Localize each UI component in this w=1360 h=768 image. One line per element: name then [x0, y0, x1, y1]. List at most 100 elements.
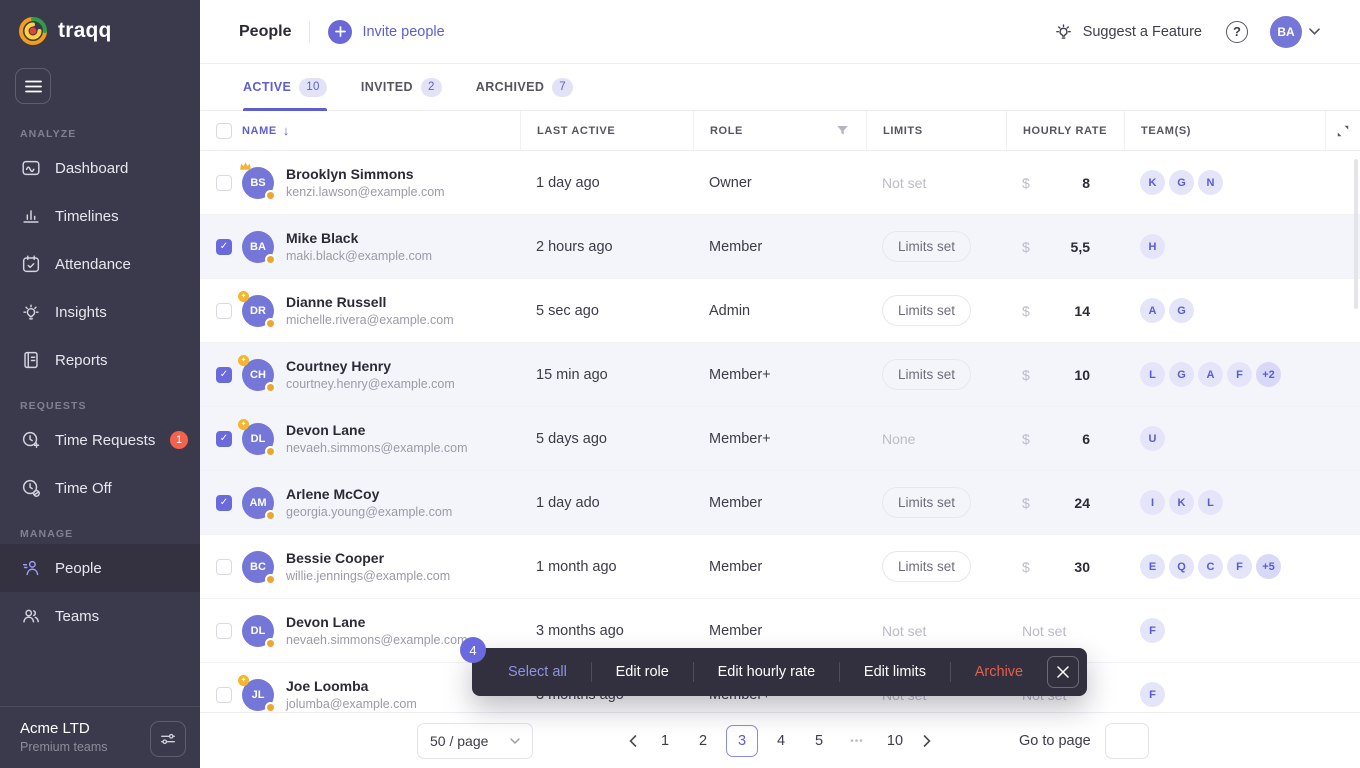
team-chip[interactable]: G: [1169, 298, 1194, 323]
team-chip[interactable]: F: [1140, 682, 1165, 707]
close-action-bar-button[interactable]: [1047, 656, 1079, 688]
edit-role-button[interactable]: Edit role: [615, 664, 669, 680]
team-chip[interactable]: H: [1140, 234, 1165, 259]
team-chip[interactable]: +2: [1256, 362, 1281, 387]
help-button[interactable]: ?: [1226, 20, 1248, 43]
page-number-3[interactable]: 3: [726, 725, 758, 757]
suggest-feature-button[interactable]: Suggest a Feature: [1053, 21, 1202, 42]
page-number-1[interactable]: 1: [660, 733, 670, 749]
table-row[interactable]: ✓ BA Mike Black maki.black@example.com 2…: [200, 215, 1360, 279]
hourly-rate-cell: $ 6: [1006, 407, 1124, 470]
last-active-column-header[interactable]: LAST ACTIVE: [520, 111, 693, 150]
hourly-rate-column-header[interactable]: HOURLY RATE: [1006, 111, 1124, 150]
member-email: jolumba@example.com: [286, 697, 417, 711]
sidebar-item-dashboard[interactable]: Dashboard: [0, 144, 200, 192]
teams-column-header[interactable]: TEAM(S): [1124, 111, 1325, 150]
team-chip[interactable]: F: [1227, 554, 1252, 579]
row-checkbox[interactable]: ✓: [216, 430, 232, 447]
filter-icon[interactable]: [835, 123, 850, 138]
user-avatar[interactable]: BA: [1270, 15, 1302, 48]
team-chip[interactable]: K: [1169, 490, 1194, 515]
table-row[interactable]: DR ✦ Dianne Russell michelle.rivera@exam…: [200, 279, 1360, 343]
team-chip[interactable]: F: [1227, 362, 1252, 387]
table-row[interactable]: BC Bessie Cooper willie.jennings@example…: [200, 535, 1360, 599]
limits-value[interactable]: Not set: [882, 174, 927, 191]
sidebar-item-insights[interactable]: Insights: [0, 288, 200, 336]
page-number-2[interactable]: 2: [698, 733, 708, 749]
row-checkbox[interactable]: ✓: [216, 366, 232, 383]
row-checkbox[interactable]: [216, 622, 232, 639]
limits-value[interactable]: Limits set: [882, 295, 972, 326]
name-column-label[interactable]: NAME: [242, 124, 277, 137]
role-column-label[interactable]: ROLE: [710, 124, 743, 137]
sidebar-item-teams[interactable]: Teams: [0, 592, 200, 640]
invite-people-button[interactable]: Invite people: [328, 19, 445, 44]
page-number-10[interactable]: 10: [886, 733, 904, 749]
table-header: NAME ↓ LAST ACTIVE ROLE LIMITS HOURLY RA…: [200, 111, 1360, 151]
prev-page-button[interactable]: [624, 735, 642, 747]
team-chip[interactable]: Q: [1169, 554, 1194, 579]
limits-cell: None: [866, 407, 1006, 470]
page-number-4[interactable]: 4: [776, 733, 786, 749]
sidebar-item-attendance[interactable]: Attendance: [0, 240, 200, 288]
page-number-5[interactable]: 5: [814, 733, 824, 749]
limits-value[interactable]: Limits set: [882, 231, 972, 262]
account-menu-chevron[interactable]: [1309, 28, 1320, 35]
tab-active[interactable]: ACTIVE 10: [243, 64, 327, 111]
team-chip[interactable]: F: [1140, 618, 1165, 643]
table-row[interactable]: ✓ DL ✦ Devon Lane nevaeh.simmons@example…: [200, 407, 1360, 471]
row-checkbox[interactable]: ✓: [216, 494, 232, 511]
team-chip[interactable]: L: [1140, 362, 1165, 387]
sidebar-item-people[interactable]: People: [0, 544, 200, 592]
team-chip[interactable]: N: [1198, 170, 1223, 195]
row-checkbox[interactable]: [216, 174, 232, 191]
team-chip[interactable]: I: [1140, 490, 1165, 515]
team-chip[interactable]: U: [1140, 426, 1165, 451]
team-chip[interactable]: G: [1169, 362, 1194, 387]
team-chip[interactable]: C: [1198, 554, 1223, 579]
next-page-button[interactable]: [918, 735, 936, 747]
row-checkbox[interactable]: [216, 686, 232, 703]
hamburger-menu-button[interactable]: [15, 68, 51, 104]
member-email: courtney.henry@example.com: [286, 377, 455, 391]
limits-column-header[interactable]: LIMITS: [866, 111, 1006, 150]
tab-invited[interactable]: INVITED 2: [361, 64, 442, 110]
page-size-select[interactable]: 50 / page: [417, 723, 533, 759]
row-checkbox[interactable]: [216, 302, 232, 319]
limits-value[interactable]: Not set: [882, 622, 927, 639]
select-all-checkbox[interactable]: [216, 122, 232, 139]
table-row[interactable]: ✓ CH ✦ Courtney Henry courtney.henry@exa…: [200, 343, 1360, 407]
select-all-button[interactable]: Select all: [508, 664, 567, 680]
sidebar-item-time-off[interactable]: Time Off: [0, 464, 200, 512]
expand-table-icon[interactable]: [1334, 122, 1352, 140]
table-row[interactable]: ✓ AM Arlene McCoy georgia.young@example.…: [200, 471, 1360, 535]
limits-value[interactable]: Limits set: [882, 359, 972, 390]
workspace-settings-button[interactable]: [150, 721, 186, 757]
team-chip[interactable]: E: [1140, 554, 1165, 579]
currency-symbol: $: [1022, 366, 1030, 383]
table-row[interactable]: BS Brooklyn Simmons kenzi.lawson@example…: [200, 151, 1360, 215]
scrollbar[interactable]: [1354, 159, 1358, 309]
limits-value[interactable]: Limits set: [882, 487, 972, 518]
sidebar-item-time-requests[interactable]: Time Requests 1: [0, 416, 200, 464]
limits-value[interactable]: Limits set: [882, 551, 972, 582]
sort-desc-icon[interactable]: ↓: [282, 123, 290, 138]
sidebar-item-reports[interactable]: Reports: [0, 336, 200, 384]
team-chip[interactable]: G: [1169, 170, 1194, 195]
row-checkbox[interactable]: [216, 558, 232, 575]
team-chip[interactable]: K: [1140, 170, 1165, 195]
tab-archived[interactable]: ARCHIVED 7: [476, 64, 574, 110]
logo[interactable]: traqq: [0, 0, 200, 55]
team-chip[interactable]: A: [1198, 362, 1223, 387]
team-chip[interactable]: A: [1140, 298, 1165, 323]
edit-hourly-rate-button[interactable]: Edit hourly rate: [717, 664, 816, 680]
archive-button[interactable]: Archive: [974, 664, 1024, 680]
name-cell: ✓ DL ✦ Devon Lane nevaeh.simmons@example…: [200, 407, 520, 470]
row-checkbox[interactable]: ✓: [216, 238, 232, 255]
edit-limits-button[interactable]: Edit limits: [863, 664, 926, 680]
sidebar-item-timelines[interactable]: Timelines: [0, 192, 200, 240]
team-chip[interactable]: +5: [1256, 554, 1281, 579]
goto-page-input[interactable]: [1104, 723, 1149, 759]
limits-value[interactable]: None: [882, 430, 916, 447]
team-chip[interactable]: L: [1198, 490, 1223, 515]
